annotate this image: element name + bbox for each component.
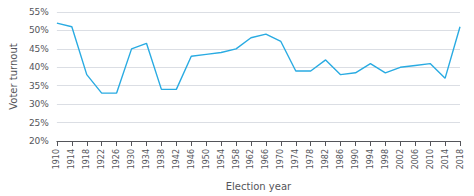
svg-text:1978: 1978 <box>306 149 315 169</box>
svg-text:20%: 20% <box>29 136 49 146</box>
svg-text:1958: 1958 <box>232 149 241 169</box>
svg-text:1998: 1998 <box>381 149 390 169</box>
svg-text:25%: 25% <box>29 118 49 128</box>
svg-text:2006: 2006 <box>411 149 420 169</box>
svg-text:1926: 1926 <box>112 149 121 169</box>
svg-text:30%: 30% <box>29 99 49 109</box>
svg-text:1950: 1950 <box>202 149 211 169</box>
svg-text:1914: 1914 <box>67 149 76 169</box>
svg-text:1970: 1970 <box>276 149 285 169</box>
svg-text:1934: 1934 <box>142 149 151 169</box>
svg-text:1910: 1910 <box>52 149 61 169</box>
svg-text:2002: 2002 <box>396 149 405 169</box>
svg-text:40%: 40% <box>29 62 49 72</box>
svg-text:1954: 1954 <box>217 149 226 169</box>
svg-text:35%: 35% <box>29 81 49 91</box>
svg-text:50%: 50% <box>29 25 49 35</box>
svg-text:1930: 1930 <box>127 149 136 169</box>
svg-text:Election year: Election year <box>226 181 292 192</box>
svg-text:1982: 1982 <box>321 149 330 169</box>
svg-text:2014: 2014 <box>441 149 450 169</box>
svg-text:1946: 1946 <box>187 149 196 169</box>
svg-text:1986: 1986 <box>336 149 345 169</box>
svg-text:1938: 1938 <box>157 149 166 169</box>
svg-text:1918: 1918 <box>82 149 91 169</box>
svg-text:1966: 1966 <box>261 149 270 169</box>
svg-text:1990: 1990 <box>351 149 360 169</box>
svg-text:2018: 2018 <box>456 149 465 169</box>
svg-text:1922: 1922 <box>97 149 106 169</box>
svg-text:Voter turnout: Voter turnout <box>8 43 19 110</box>
svg-text:45%: 45% <box>29 44 49 54</box>
svg-text:2010: 2010 <box>426 149 435 169</box>
svg-text:1994: 1994 <box>366 149 375 169</box>
svg-text:1962: 1962 <box>246 149 255 169</box>
svg-text:55%: 55% <box>29 7 49 17</box>
svg-text:1974: 1974 <box>291 149 300 169</box>
svg-text:1942: 1942 <box>172 149 181 169</box>
